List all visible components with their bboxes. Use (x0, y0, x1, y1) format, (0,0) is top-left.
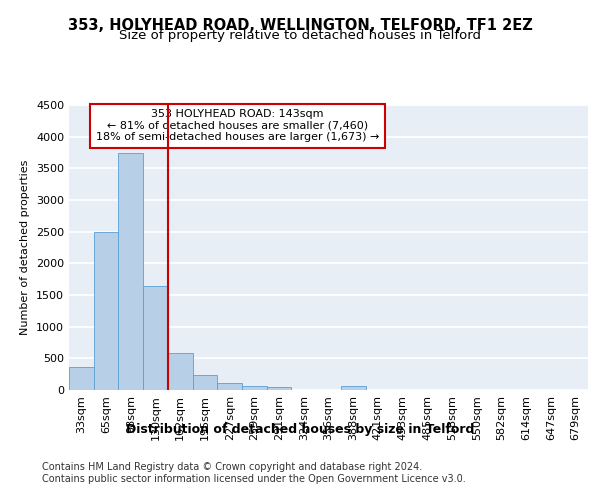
Bar (118, 152, 143, 390)
Y-axis label: Number of detached properties: Number of detached properties (20, 160, 31, 335)
Text: 353, HOLYHEAD ROAD, WELLINGTON, TELFORD, TF1 2EZ: 353, HOLYHEAD ROAD, WELLINGTON, TELFORD,… (68, 18, 532, 32)
Bar (143, 286, 168, 390)
Text: Distribution of detached houses by size in Telford: Distribution of detached houses by size … (126, 422, 474, 436)
Bar (242, 386, 267, 390)
Bar (217, 384, 242, 390)
Text: Size of property relative to detached houses in Telford: Size of property relative to detached ho… (119, 29, 481, 42)
Text: 353 HOLYHEAD ROAD: 143sqm
← 81% of detached houses are smaller (7,460)
18% of se: 353 HOLYHEAD ROAD: 143sqm ← 81% of detac… (96, 110, 379, 142)
Text: Contains HM Land Registry data © Crown copyright and database right 2024.
Contai: Contains HM Land Registry data © Crown c… (42, 462, 466, 484)
Bar (193, 376, 217, 390)
Bar (168, 352, 193, 390)
Bar (267, 388, 292, 390)
Bar (69, 366, 94, 390)
Bar (94, 232, 118, 390)
Bar (341, 386, 365, 390)
